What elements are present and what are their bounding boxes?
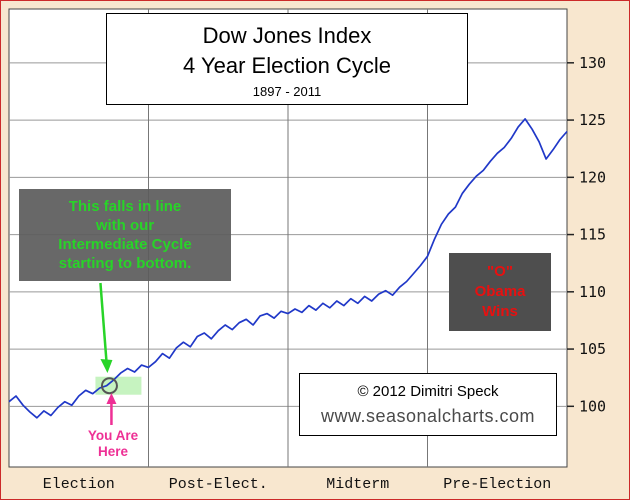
x-section-label: Pre-Election [443, 476, 551, 493]
copyright-box: © 2012 Dimitri Speck www.seasonalcharts.… [299, 373, 557, 436]
y-tick-label: 115 [579, 226, 606, 244]
intermediate-cycle-annotation: This falls in line with our Intermediate… [19, 189, 231, 281]
annotation-line: Intermediate Cycle [58, 236, 192, 253]
y-tick-label: 100 [579, 397, 606, 415]
you-are-here-label: You Are Here [63, 428, 163, 460]
copyright-text: © 2012 Dimitri Speck [357, 383, 499, 400]
chart-period: 1897 - 2011 [252, 84, 322, 99]
y-tick-label: 120 [579, 168, 606, 186]
annotation-line: with our [95, 217, 155, 234]
you-are-here-line: Here [97, 444, 129, 459]
annotation-line: This falls in line [68, 198, 182, 215]
chart-title: Dow Jones Index [202, 23, 372, 48]
y-tick-label: 105 [579, 340, 606, 358]
y-tick-label: 110 [579, 283, 606, 301]
magenta-arrowhead-icon [106, 393, 117, 404]
highlight-band [95, 376, 142, 395]
chart-title-box: Dow Jones Index 4 Year Election Cycle 18… [106, 13, 468, 105]
green-arrow [99, 282, 108, 362]
y-tick-label: 125 [579, 111, 606, 129]
obama-line: Wins [482, 303, 518, 320]
annotation-line: starting to bottom. [58, 255, 192, 272]
x-section-label: Election [43, 476, 115, 493]
x-section-label: Post-Elect. [169, 476, 268, 493]
green-arrowhead-icon [100, 359, 113, 373]
obama-line: "O" [487, 263, 513, 280]
obama-wins-annotation: "O" Obama Wins [449, 253, 551, 331]
y-tick-label: 130 [579, 54, 606, 72]
chart-subtitle: 4 Year Election Cycle [183, 53, 391, 78]
x-section-label: Midterm [326, 476, 389, 493]
you-are-here-marker [100, 377, 118, 395]
website-url: www.seasonalcharts.com [320, 406, 536, 426]
you-are-here-line: You Are [87, 428, 139, 443]
obama-line: Obama [474, 283, 526, 300]
